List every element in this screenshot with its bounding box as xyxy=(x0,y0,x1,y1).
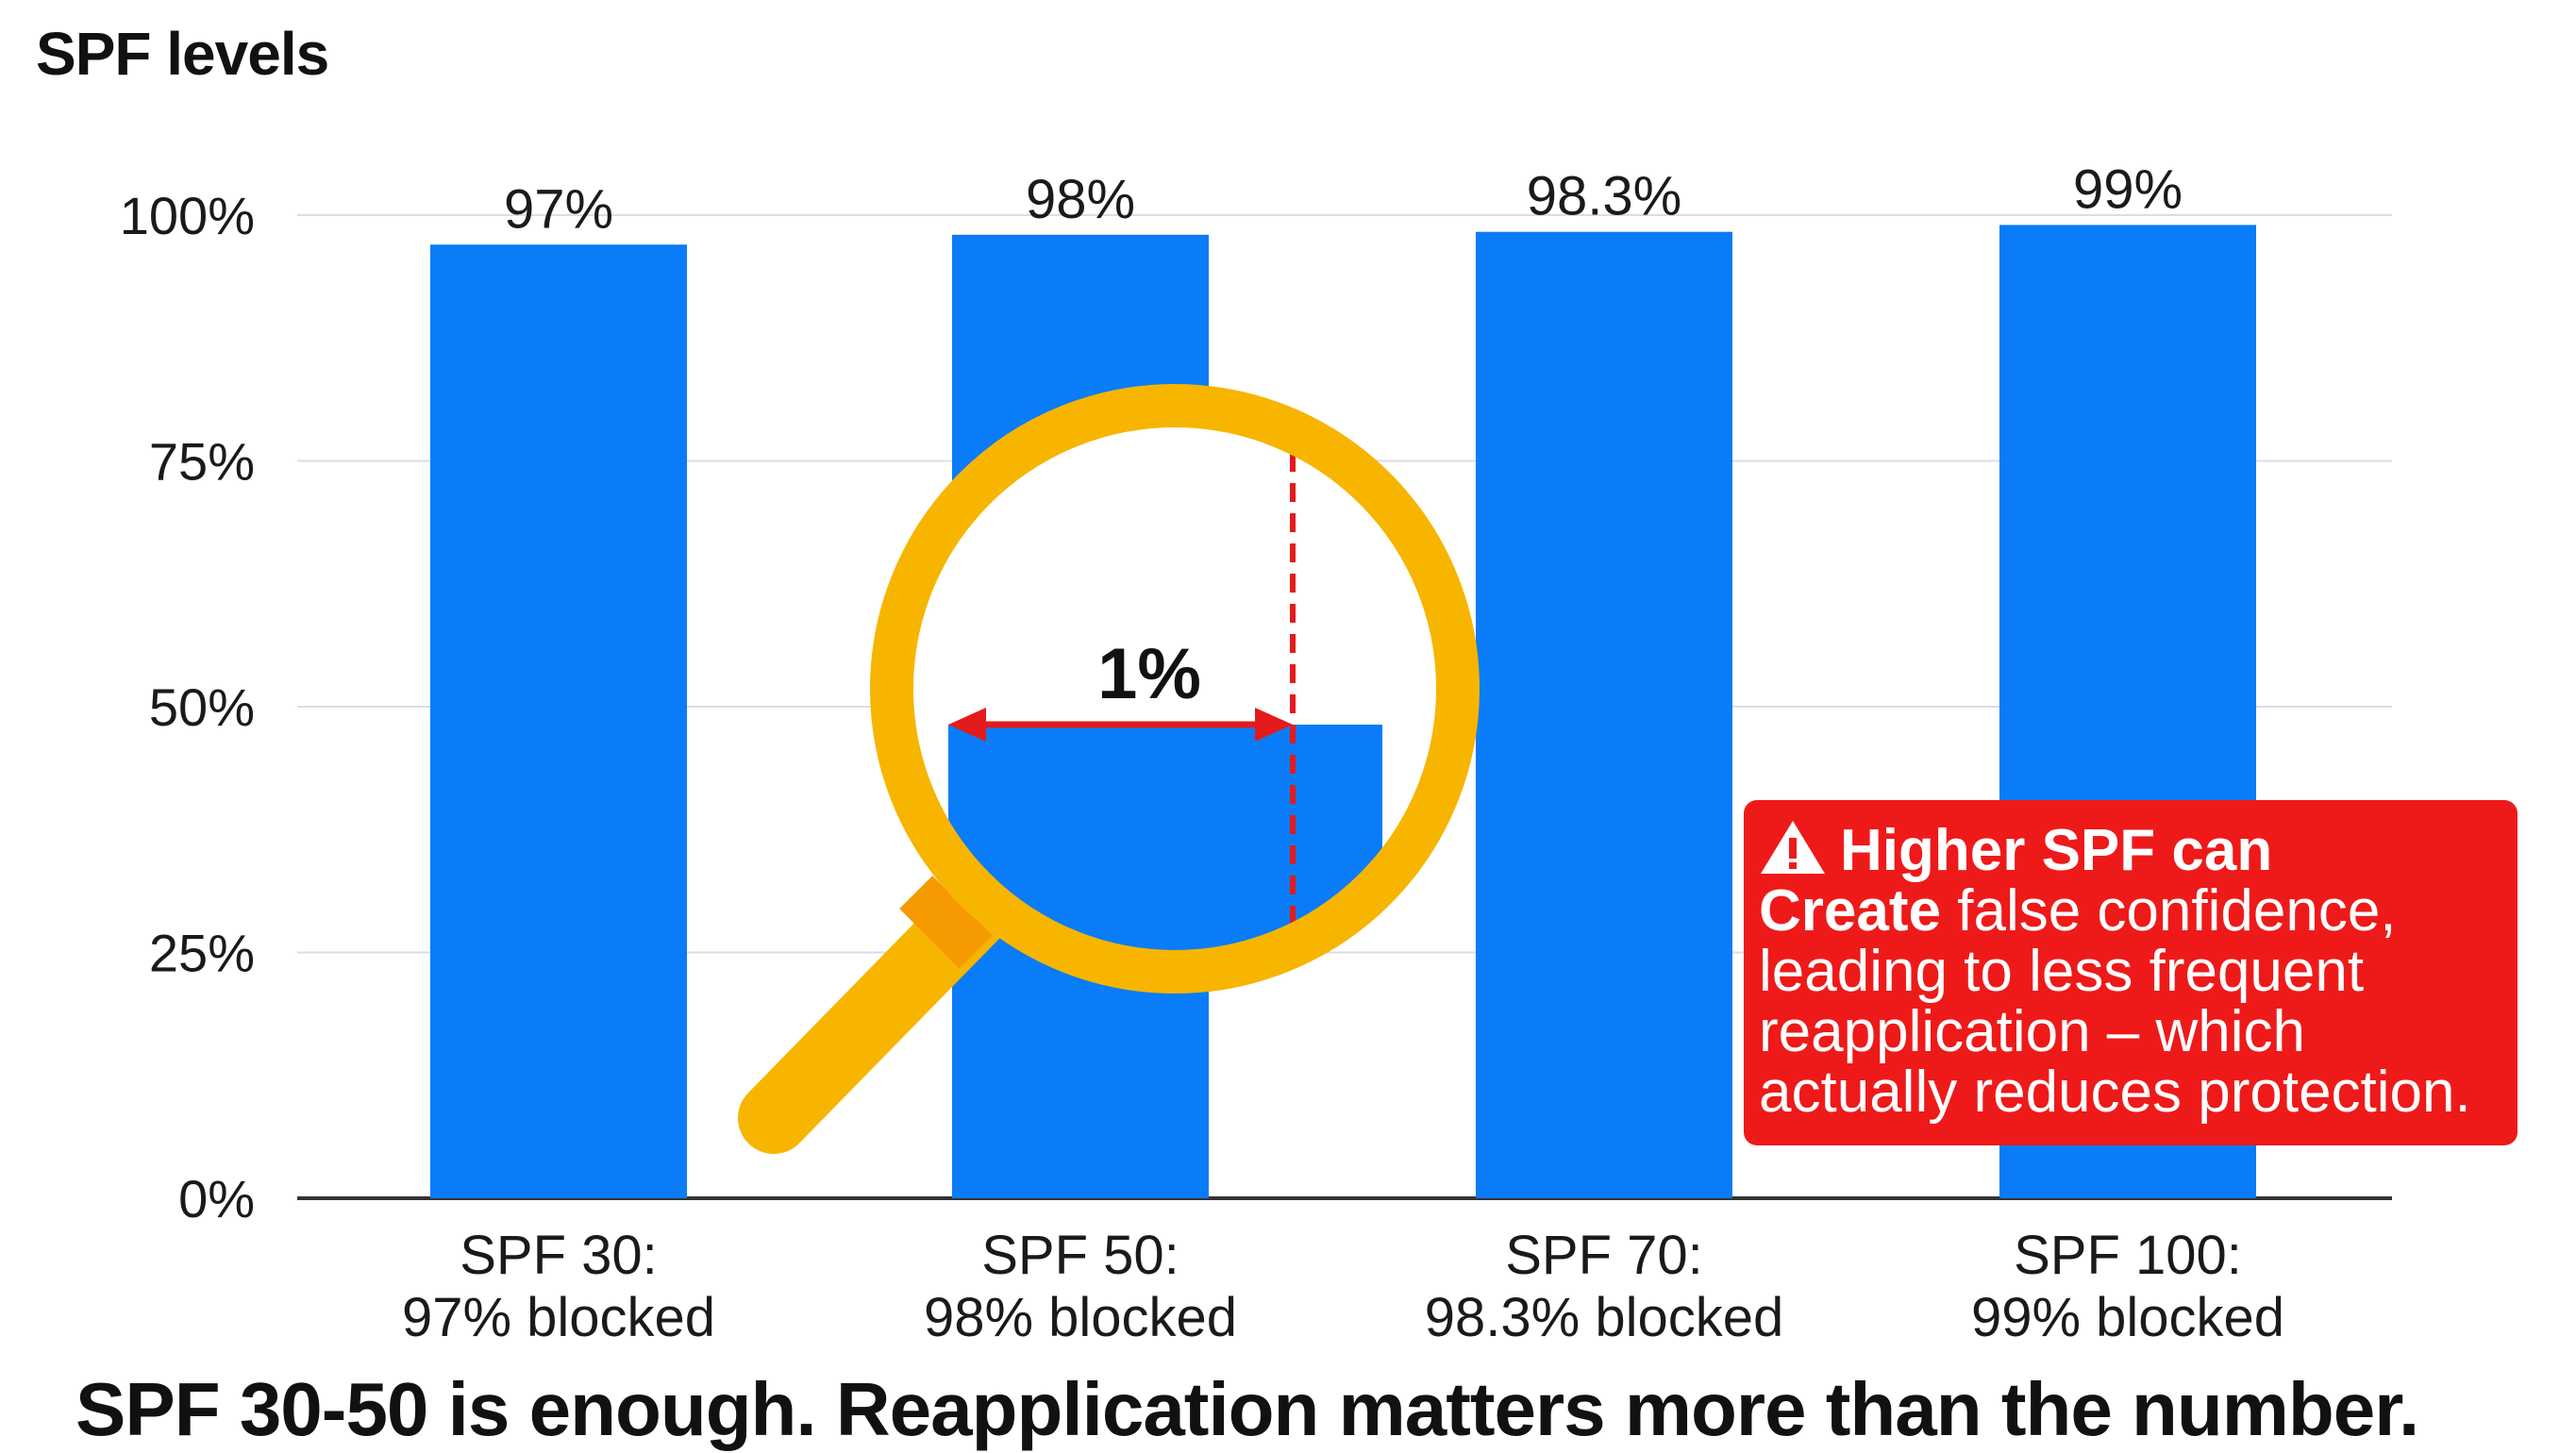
y-tick-label: 0% xyxy=(178,1169,255,1228)
warning-icon xyxy=(1761,821,1825,874)
bar-value-label: 99% xyxy=(2073,159,2183,220)
magnifier-ring xyxy=(870,384,1480,994)
y-tick-label: 100% xyxy=(120,186,255,245)
gap-arrow-head-left xyxy=(948,708,986,742)
labels-layer: 0% 25% 50% 75% 100% 97% SPF 30:97% blocked 98% S… xyxy=(120,159,2284,1348)
callout-emphasis: Higher SPF can xyxy=(1840,818,2273,883)
bar-value-label: 98% xyxy=(1026,169,1135,230)
magnifier-handle-collar xyxy=(899,876,993,969)
x-tick-label: 97% blocked xyxy=(402,1287,715,1348)
bar xyxy=(1476,231,1732,1199)
gap-label: 1% xyxy=(1097,634,1201,714)
y-tick-label: 75% xyxy=(149,432,255,492)
x-tick-label: SPF 100: xyxy=(2014,1225,2242,1286)
bar xyxy=(430,244,687,1198)
x-tick-label: SPF 70: xyxy=(1505,1225,1703,1286)
x-tick-label: SPF 30: xyxy=(460,1225,658,1286)
magnifier-icon: 1% xyxy=(738,384,1480,1154)
y-tick-label: 50% xyxy=(149,677,255,737)
x-tick-label: 98% blocked xyxy=(924,1287,1237,1348)
conclusion-text: SPF 30-50 is enough. Reapplication matte… xyxy=(75,1367,2419,1451)
gap-arrow-head-right xyxy=(1255,708,1293,742)
chart-title: SPF levels xyxy=(36,20,329,88)
x-tick-label: 99% blocked xyxy=(1971,1287,2284,1348)
bar-value-label: 98.3% xyxy=(1527,166,1681,227)
x-tick-label: SPF 50: xyxy=(981,1225,1179,1286)
x-tick-label: 98.3% blocked xyxy=(1425,1287,1783,1348)
callout-continuation: Create xyxy=(1759,878,1941,944)
warning-callout: Higher SPF can Create false confidence, … xyxy=(1744,800,2517,1145)
bar-value-label: 97% xyxy=(504,178,613,240)
y-tick-label: 25% xyxy=(149,924,255,983)
callout-text: false confidence, leading to less freque… xyxy=(1759,878,2471,1125)
